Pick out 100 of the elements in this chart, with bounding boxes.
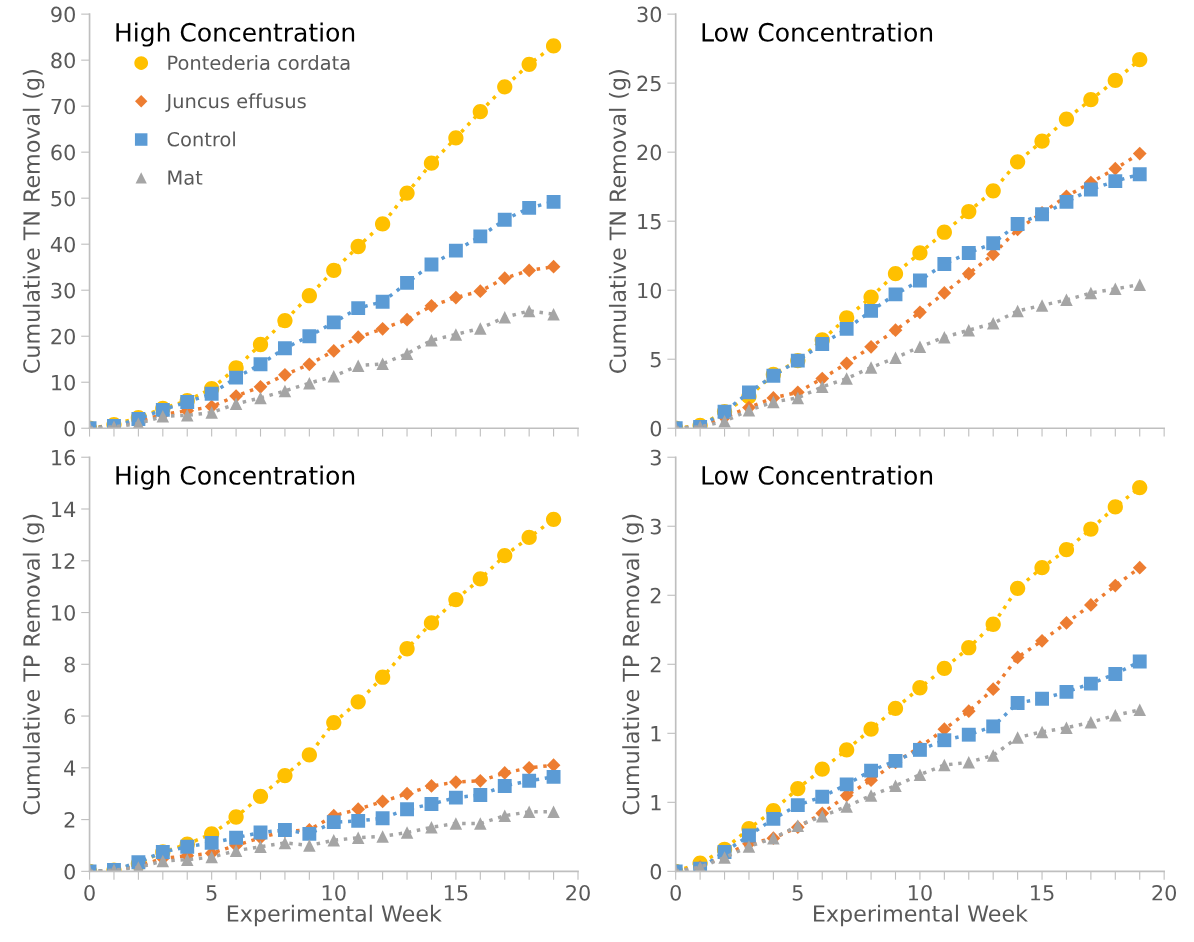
y-tick-label: 10 xyxy=(52,374,75,391)
point xyxy=(180,409,194,422)
chart-title: Low Concentration xyxy=(702,22,933,42)
point xyxy=(302,329,317,344)
chart-title: High Concentration xyxy=(116,22,355,47)
y-tick-label: 0 xyxy=(650,420,662,437)
x-tick-label: 15 xyxy=(1031,885,1054,901)
point xyxy=(864,789,878,802)
y-tick-label: 20 xyxy=(637,144,662,161)
y-tick-label: 90 xyxy=(51,6,75,23)
point xyxy=(302,826,317,841)
point xyxy=(888,287,903,302)
point xyxy=(326,714,342,731)
y-axis-title: Cumulative TN Removal (g) xyxy=(22,70,45,373)
point xyxy=(1060,721,1073,735)
point xyxy=(424,779,439,793)
point xyxy=(497,271,512,286)
point xyxy=(253,357,268,372)
point xyxy=(375,794,390,809)
point xyxy=(522,805,536,819)
point xyxy=(1010,696,1025,710)
point xyxy=(961,704,976,719)
point xyxy=(327,834,341,847)
point xyxy=(424,298,439,313)
point xyxy=(986,719,1001,734)
point xyxy=(303,839,316,852)
point xyxy=(912,273,927,288)
point xyxy=(937,257,952,271)
point xyxy=(1060,293,1073,307)
chart-title: Low Concentration xyxy=(702,465,933,485)
point xyxy=(839,356,854,371)
point xyxy=(180,853,194,866)
point xyxy=(375,294,390,309)
x-tick-label: 10 xyxy=(908,884,932,901)
point xyxy=(1108,578,1123,593)
point xyxy=(252,336,269,353)
point xyxy=(938,758,951,772)
x-tick-label: 5 xyxy=(206,885,217,901)
y-tick-label: 8 xyxy=(64,656,75,673)
point xyxy=(449,290,463,305)
point xyxy=(424,797,439,811)
point xyxy=(961,203,977,220)
point xyxy=(425,334,438,347)
y-tick-label: 70 xyxy=(51,98,75,115)
x-tick-label: 0 xyxy=(670,884,681,901)
point xyxy=(1035,633,1049,648)
point xyxy=(229,370,244,385)
point xyxy=(1132,146,1147,161)
point xyxy=(228,809,244,825)
point xyxy=(985,183,1001,199)
point xyxy=(448,790,463,805)
point xyxy=(497,212,512,227)
point xyxy=(400,275,414,290)
point xyxy=(938,330,951,344)
point xyxy=(278,836,292,850)
point xyxy=(1034,133,1050,149)
point xyxy=(521,56,537,72)
x-axis-title: Experimental Week xyxy=(814,904,1028,927)
point xyxy=(448,243,463,258)
x-tick-label: 20 xyxy=(566,884,590,901)
point xyxy=(229,397,243,411)
point xyxy=(522,263,537,278)
point xyxy=(278,368,292,382)
legend-label: Control xyxy=(167,131,235,147)
point xyxy=(889,351,902,365)
point xyxy=(1084,286,1098,300)
point xyxy=(791,391,805,405)
point xyxy=(546,769,561,784)
y-tick-label: 0 xyxy=(64,420,75,437)
point xyxy=(962,756,976,769)
point xyxy=(277,341,292,356)
y-tick-label: 16 xyxy=(52,449,76,466)
point xyxy=(448,591,464,608)
point xyxy=(522,760,537,775)
y-tick-label: 3 xyxy=(650,518,661,535)
point xyxy=(1109,282,1122,296)
point xyxy=(423,615,440,631)
point xyxy=(839,742,855,758)
point xyxy=(864,361,878,374)
point xyxy=(840,800,853,813)
y-tick-label: 10 xyxy=(638,282,662,299)
legend-label: Mat xyxy=(168,170,203,185)
point xyxy=(815,371,830,386)
y-tick-label: 1 xyxy=(651,726,661,742)
point xyxy=(205,406,218,419)
point xyxy=(1059,684,1074,699)
point xyxy=(522,200,537,215)
point xyxy=(864,303,879,318)
y-axis-title: Cumulative TN Removal (g) xyxy=(608,70,631,373)
point xyxy=(374,669,391,685)
point xyxy=(205,850,218,864)
point xyxy=(1058,111,1075,127)
point xyxy=(742,385,756,400)
point xyxy=(1084,598,1098,612)
point xyxy=(472,104,488,120)
point xyxy=(1107,72,1123,89)
point xyxy=(376,830,389,843)
point xyxy=(277,312,293,329)
y-tick-label: 50 xyxy=(51,190,75,207)
point xyxy=(1009,154,1026,170)
